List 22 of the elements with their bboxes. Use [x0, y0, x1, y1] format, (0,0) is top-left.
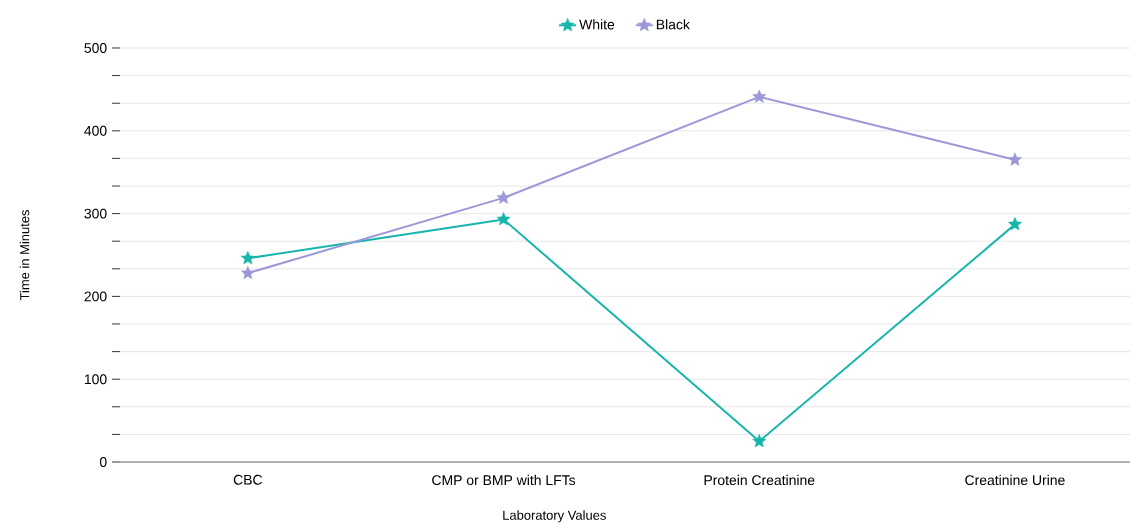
y-tick-label: 500 — [84, 43, 107, 53]
x-tick-label: Creatinine Urine — [965, 474, 1065, 486]
point — [1008, 152, 1022, 166]
y-tick-label: 200 — [84, 291, 107, 302]
y-tick-label: 400 — [84, 125, 107, 136]
point — [496, 212, 511, 226]
x-tick-label: CMP or BMP with LFTs — [432, 474, 576, 486]
point — [496, 190, 511, 204]
point — [752, 434, 767, 448]
point — [752, 89, 767, 103]
legend-label: Black — [656, 19, 690, 30]
point — [1008, 217, 1022, 231]
point — [240, 265, 255, 280]
y-tick-label: 100 — [84, 374, 107, 385]
x-tick-label: Protein Creatinine — [704, 474, 815, 486]
legend-label: White — [579, 19, 615, 30]
y-axis-title: Time in Minutes — [19, 210, 30, 301]
y-tick-label: 300 — [84, 208, 107, 219]
point — [240, 251, 255, 265]
y-tick-label: 0 — [99, 457, 107, 467]
x-axis-title: Laboratory Values — [503, 510, 606, 523]
x-tick-label: CBC — [233, 474, 263, 485]
